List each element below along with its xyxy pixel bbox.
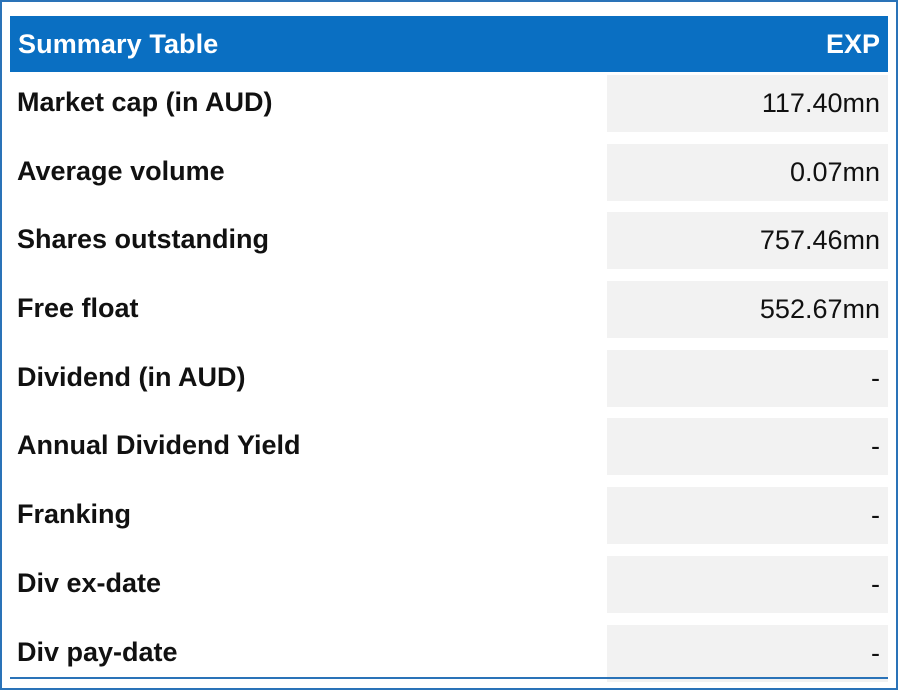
table-row-franking: Franking - <box>10 484 888 553</box>
table-row-free-float: Free float 552.67mn <box>10 278 888 347</box>
table-body: Market cap (in AUD) 117.40mn Average vol… <box>10 72 888 690</box>
table-row-average-volume: Average volume 0.07mn <box>10 141 888 210</box>
value-cell: 757.46mn <box>607 212 888 270</box>
row-label: Div pay-date <box>17 636 178 667</box>
row-value: - <box>871 431 880 462</box>
row-label: Shares outstanding <box>17 224 270 255</box>
row-value: 0.07mn <box>789 156 880 187</box>
table-row-div-pay-date: Div pay-date - <box>10 622 888 690</box>
row-label: Free float <box>17 293 139 324</box>
table-row-shares-outstanding: Shares outstanding 757.46mn <box>10 209 888 278</box>
row-label: Div ex-date <box>17 567 162 598</box>
table-bottom-rule <box>10 677 888 679</box>
table-row-div-ex-date: Div ex-date - <box>10 553 888 622</box>
value-cell: 0.07mn <box>607 143 888 201</box>
table-row-dividend: Dividend (in AUD) - <box>10 347 888 416</box>
row-label: Annual Dividend Yield <box>17 430 301 461</box>
row-label: Franking <box>17 499 132 530</box>
row-label: Average volume <box>17 155 225 186</box>
row-label: Dividend (in AUD) <box>17 361 246 392</box>
table-header: Summary Table EXP <box>10 16 888 72</box>
row-label: Market cap (in AUD) <box>17 87 273 117</box>
row-value: - <box>871 362 880 393</box>
value-cell: - <box>607 624 888 682</box>
row-value: 552.67mn <box>759 294 880 325</box>
value-cell: - <box>607 349 888 407</box>
ticker-label: EXP <box>825 29 880 59</box>
row-value: 757.46mn <box>759 225 880 256</box>
value-cell: - <box>607 487 888 545</box>
value-cell: 552.67mn <box>607 281 888 339</box>
table-row-annual-dividend-yield: Annual Dividend Yield - <box>10 415 888 484</box>
table-row-market-cap: Market cap (in AUD) 117.40mn <box>10 72 888 141</box>
row-value: - <box>871 637 880 668</box>
row-value: - <box>871 568 880 599</box>
table-title: Summary Table <box>18 29 219 59</box>
value-cell: - <box>607 418 888 476</box>
row-value: 117.40mn <box>761 88 880 118</box>
row-value: - <box>871 500 880 531</box>
value-cell: 117.40mn <box>607 75 888 132</box>
value-cell: - <box>607 555 888 613</box>
